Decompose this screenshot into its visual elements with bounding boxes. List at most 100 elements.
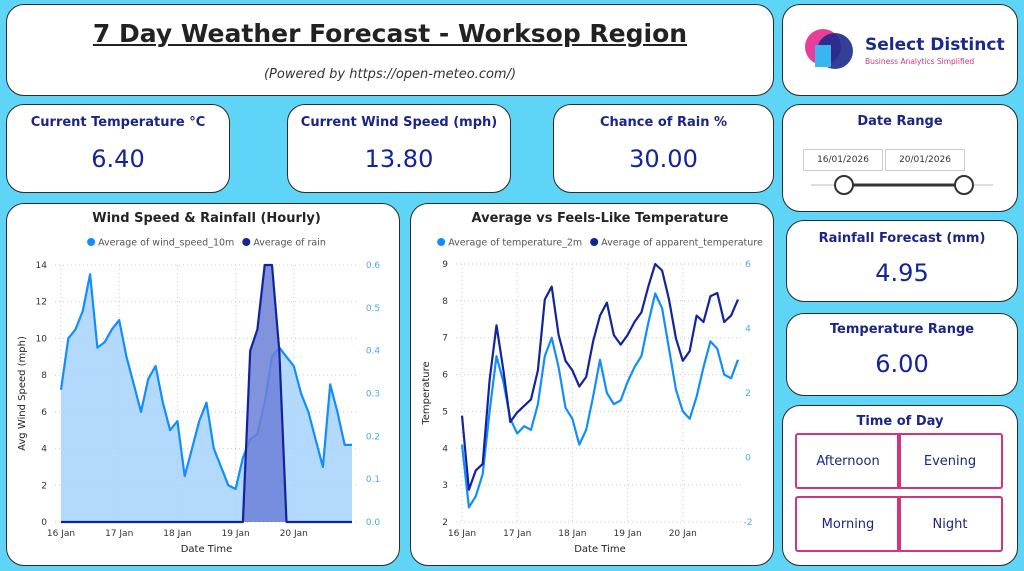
x-tick-label: 19 Jan [614,529,642,539]
time-button[interactable]: Evening [897,433,1003,489]
kpi-card: Chance of Rain % 30.00 [553,104,774,193]
page-title: 7 Day Weather Forecast - Worksop Region [92,19,688,48]
x-axis-title: Date Time [181,544,233,555]
y-axis-title: Avg Wind Speed (mph) [17,336,28,451]
y2-tick-label: 0.4 [366,347,381,357]
legend-marker [437,238,446,246]
y-tick-label: 6 [41,408,47,418]
chart: Wind Speed & Rainfall (Hourly) 0 2 4 6 8 10 12 1… [17,211,381,555]
temperature-range-label: Temperature Range [829,322,975,337]
page-subtitle: (Powered by https://open-meteo.com/) [263,67,517,82]
y2-tick-label: 0.0 [366,518,381,528]
temperature-range-card: Temperature Range 6.00 [786,313,1018,396]
logo-shape [815,45,831,67]
x-tick-label: 19 Jan [222,529,250,539]
y2-tick-label: 0.6 [366,261,381,271]
y-tick-label: 9 [442,260,448,270]
y-tick-label: 2 [41,481,47,491]
temperature-range-value: 6.00 [875,350,929,378]
y2-tick-label: 6 [745,260,751,270]
y-tick-label: 6 [442,371,448,381]
y-tick-label: 12 [36,298,47,308]
y-tick-label: 3 [442,481,448,491]
legend-label: Average of rain [253,238,326,249]
y2-tick-label: 0.1 [366,475,380,485]
chart-card: Average vs Feels-Like Temperature 2 3 4 5 6 7 8… [410,203,774,566]
legend-marker [87,238,96,246]
x-tick-label: 18 Jan [163,529,191,539]
x-tick-label: 18 Jan [558,529,586,539]
y-tick-label: 8 [442,297,448,307]
date-range-label: Date Range [857,114,943,129]
x-tick-label: 16 Jan [448,529,476,539]
rainfall-card: Rainfall Forecast (mm) 4.95 [786,220,1018,302]
x-tick-label: 17 Jan [105,529,133,539]
x-tick-label: 16 Jan [47,529,75,539]
x-axis-title: Date Time [574,544,626,555]
logo-icon [805,29,853,69]
slider-handle[interactable] [834,175,854,195]
kpi-card: Current Wind Speed (mph) 13.80 [287,104,511,193]
line [61,263,352,524]
chart: Average vs Feels-Like Temperature 2 3 4 5 6 7 8… [421,211,763,555]
date-start[interactable]: 16/01/2026 [803,149,883,171]
logo-tagline: Business Analytics Simplified [865,57,975,66]
slider-handle[interactable] [954,175,974,195]
y-tick-label: 4 [41,445,47,455]
y2-tick-label: -2 [744,518,753,528]
y2-tick-label: 2 [745,389,751,399]
y-tick-label: 5 [442,407,448,417]
y2-tick-label: 0.3 [366,390,380,400]
date-end[interactable]: 20/01/2026 [885,149,965,171]
line [460,292,740,509]
y-tick-label: 0 [41,518,47,528]
date-range-card: Date Range 16/01/2026 20/01/2026 [782,104,1018,212]
y2-tick-label: 0.2 [366,432,380,442]
time-button[interactable]: Morning [795,496,901,552]
kpi-label: Current Wind Speed (mph) [300,115,498,130]
header-card: 7 Day Weather Forecast - Worksop Region … [6,4,774,96]
y2-tick-label: 4 [745,325,751,335]
legend-label: Average of wind_speed_10m [98,238,234,249]
kpi-label: Chance of Rain % [599,115,728,130]
area [61,274,352,522]
y2-tick-label: 0.5 [366,304,380,314]
area [61,265,352,522]
time-of-day-card: Time of Day Afternoon Evening Morning Ni… [782,405,1018,566]
x-tick-label: 20 Jan [280,529,308,539]
legend-marker [590,238,599,246]
chart-card: Wind Speed & Rainfall (Hourly) 0 2 4 6 8 10 12 1… [6,203,400,566]
rainfall-value: 4.95 [875,259,929,287]
y-tick-label: 4 [442,444,448,454]
logo-card: Select Distinct Business Analytics Simpl… [782,4,1018,96]
time-of-day-label: Time of Day [856,414,944,429]
kpi-label: Current Temperature °C [30,115,206,130]
x-tick-label: 17 Jan [503,529,531,539]
legend-label: Average of apparent_temperature [601,238,763,249]
chart-title: Average vs Feels-Like Temperature [472,211,729,226]
kpi-value: 13.80 [364,145,434,173]
legend-label: Average of temperature_2m [448,238,582,249]
line [59,273,352,491]
rainfall-label: Rainfall Forecast (mm) [818,231,986,246]
y-tick-label: 2 [442,518,448,528]
y-tick-label: 14 [36,261,48,271]
y-axis-title: Temperature [421,361,432,425]
legend: Average of wind_speed_10m Average of rain [87,238,326,249]
chart-title: Wind Speed & Rainfall (Hourly) [92,211,321,226]
time-button[interactable]: Night [897,496,1003,552]
y-tick-label: 7 [442,334,448,344]
kpi-card: Current Temperature °C 6.40 [6,104,230,193]
line [460,262,740,491]
legend: Average of temperature_2m Average of appa… [437,238,763,249]
y-tick-label: 10 [36,334,48,344]
kpi-value: 6.40 [91,145,145,173]
logo-name: Select Distinct [865,35,1005,55]
y-tick-label: 8 [41,371,47,381]
kpi-value: 30.00 [629,145,698,173]
y2-tick-label: 0 [745,454,751,464]
legend-marker [242,238,251,246]
date-slider [811,175,993,195]
time-button[interactable]: Afternoon [795,433,901,489]
